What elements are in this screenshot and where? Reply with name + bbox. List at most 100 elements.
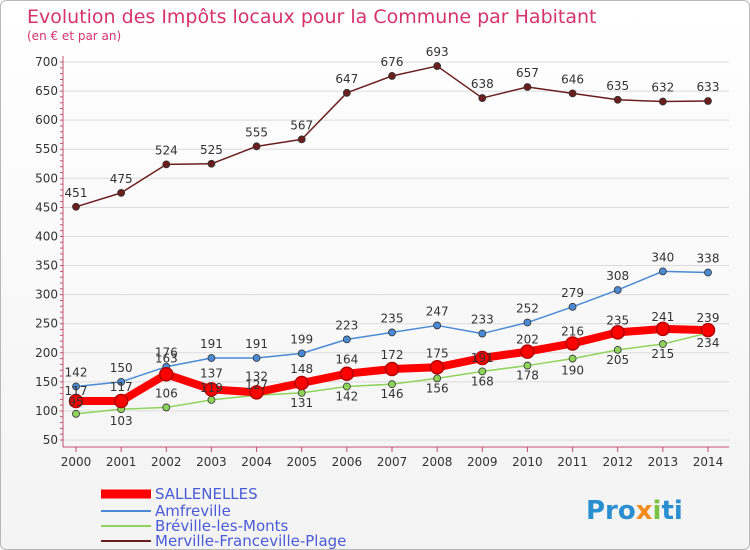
x-tick-label: 2000 xyxy=(61,455,92,469)
data-label: 168 xyxy=(471,374,494,388)
y-tick-label: 550 xyxy=(35,142,58,156)
data-point xyxy=(655,321,671,337)
data-label: 239 xyxy=(697,311,720,325)
data-label: 191 xyxy=(245,337,268,351)
data-label: 646 xyxy=(561,72,584,86)
data-point xyxy=(433,374,442,383)
data-label: 132 xyxy=(245,369,268,383)
data-point xyxy=(523,361,532,370)
data-point xyxy=(704,268,712,277)
data-label: 633 xyxy=(697,80,720,94)
data-point xyxy=(384,361,400,377)
data-point xyxy=(159,367,174,382)
data-point xyxy=(72,382,80,391)
data-point xyxy=(433,62,442,70)
x-tick-label: 2012 xyxy=(602,455,633,469)
data-label: 525 xyxy=(200,143,223,157)
data-label: 205 xyxy=(606,353,629,367)
data-label: 567 xyxy=(290,118,313,132)
x-tick-label: 2008 xyxy=(422,455,453,469)
data-label: 95 xyxy=(68,395,83,409)
data-point xyxy=(520,344,535,359)
y-tick-label: 200 xyxy=(35,346,58,360)
data-point xyxy=(342,382,351,391)
data-point xyxy=(252,142,261,151)
data-point xyxy=(342,88,351,97)
y-tick-label: 650 xyxy=(35,84,58,98)
data-label: 279 xyxy=(561,286,584,300)
data-point xyxy=(523,83,532,91)
data-point xyxy=(613,286,622,294)
data-label: 150 xyxy=(110,361,133,375)
data-label: 475 xyxy=(110,172,133,186)
data-label: 176 xyxy=(155,346,178,360)
data-label: 215 xyxy=(651,347,674,361)
x-tick-label: 2011 xyxy=(557,455,588,469)
data-point xyxy=(388,380,396,389)
data-point xyxy=(339,366,355,381)
data-label: 234 xyxy=(697,336,720,350)
data-point xyxy=(658,97,667,106)
data-point xyxy=(610,325,625,340)
y-tick-label: 100 xyxy=(35,404,58,418)
data-point xyxy=(388,328,396,337)
y-tick-label: 350 xyxy=(35,259,58,273)
gridlines xyxy=(63,61,729,441)
data-label: 163 xyxy=(155,351,178,365)
data-point xyxy=(433,321,442,330)
data-point xyxy=(568,302,577,311)
data-label: 657 xyxy=(516,66,539,80)
data-point xyxy=(658,340,667,348)
x-tick-label: 2009 xyxy=(467,455,498,469)
data-label: 175 xyxy=(426,346,449,360)
x-tick-label: 2005 xyxy=(286,455,317,469)
x-tick-label: 2007 xyxy=(377,455,408,469)
data-point xyxy=(252,354,261,362)
data-point xyxy=(565,336,580,351)
data-label: 202 xyxy=(516,333,539,347)
data-label: 191 xyxy=(200,337,223,351)
data-label: 148 xyxy=(290,362,313,376)
data-point xyxy=(297,135,306,144)
data-point xyxy=(207,159,216,168)
data-label: 142 xyxy=(65,365,88,379)
data-label: 199 xyxy=(290,332,313,346)
data-label: 233 xyxy=(471,313,494,327)
data-label: 190 xyxy=(561,364,584,378)
x-tick-label: 2001 xyxy=(106,455,137,469)
data-point xyxy=(568,354,577,363)
data-label: 241 xyxy=(651,310,674,324)
data-label: 119 xyxy=(200,381,223,395)
data-label: 693 xyxy=(426,45,449,59)
legend-label: SALLENELLES xyxy=(155,485,258,503)
y-tick-label: 150 xyxy=(35,375,58,389)
data-label: 156 xyxy=(426,381,449,395)
data-label: 451 xyxy=(65,186,88,200)
data-point xyxy=(478,329,487,338)
chart-subtitle: (en € et par an) xyxy=(27,29,121,43)
data-point xyxy=(429,360,445,375)
data-label: 635 xyxy=(606,79,629,93)
data-label: 638 xyxy=(471,77,494,91)
data-point xyxy=(207,395,216,404)
data-labels: 451 475 524 525 555 567 647 676 693 638 657 646 635 6… xyxy=(65,45,720,428)
data-label: 235 xyxy=(381,311,404,325)
y-tick-label: 450 xyxy=(35,200,58,214)
y-tick-label: 300 xyxy=(35,288,58,302)
data-label: 117 xyxy=(65,384,88,398)
data-label: 524 xyxy=(155,143,178,157)
data-point xyxy=(117,188,126,197)
y-tick-label: 50 xyxy=(43,433,58,447)
data-label: 252 xyxy=(516,302,539,316)
data-label: 146 xyxy=(381,387,404,401)
data-point xyxy=(162,160,171,169)
data-label: 223 xyxy=(335,318,358,332)
data-point xyxy=(117,377,126,386)
y-tick-label: 600 xyxy=(35,113,58,127)
data-point xyxy=(294,375,309,391)
data-point xyxy=(523,318,532,327)
data-point xyxy=(478,367,487,376)
x-tick-label: 2006 xyxy=(332,455,363,469)
data-label: 142 xyxy=(335,389,358,403)
